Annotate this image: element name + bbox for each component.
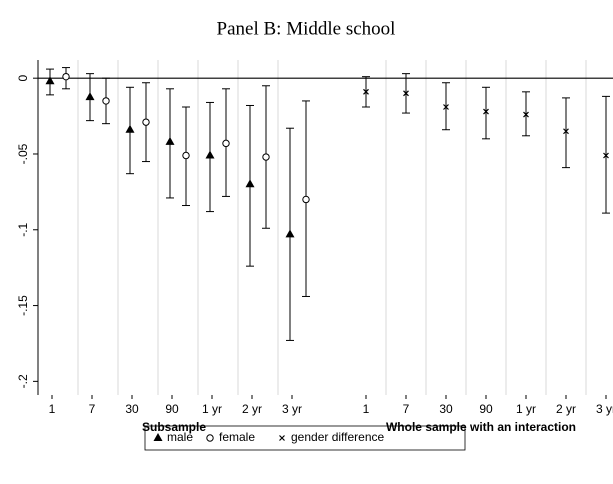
legend-label: male <box>167 430 193 444</box>
y-tick-label: -.1 <box>16 222 30 236</box>
legend-label: female <box>219 430 255 444</box>
point <box>523 111 529 118</box>
x-tick-label: 1 yr <box>516 402 536 416</box>
x-tick-label: 2 yr <box>242 402 262 416</box>
x-tick-label: 90 <box>165 402 179 416</box>
point <box>443 104 449 110</box>
point <box>142 118 150 126</box>
point <box>222 139 230 148</box>
x-tick-label: 3 yr <box>596 402 613 416</box>
point <box>363 88 369 95</box>
x-tick-label: 3 yr <box>282 402 302 416</box>
point <box>85 92 95 101</box>
chart-title: Panel B: Middle school <box>217 18 396 39</box>
x-tick-label: 30 <box>439 402 453 416</box>
y-tick-label: -.2 <box>16 374 30 388</box>
point <box>285 229 295 238</box>
point <box>182 151 190 160</box>
point <box>125 124 135 133</box>
x-tick-label: 7 <box>403 402 410 416</box>
legend-symbol <box>206 434 214 442</box>
point <box>563 128 569 135</box>
legend-box <box>144 425 466 451</box>
legend-symbol <box>279 435 285 441</box>
x-tick-label: 1 <box>49 402 56 416</box>
y-tick-label: -.15 <box>16 295 30 316</box>
point <box>262 153 270 161</box>
point <box>205 150 215 159</box>
point <box>603 152 609 159</box>
point <box>245 179 255 188</box>
x-tick-label: 2 yr <box>556 402 576 416</box>
y-tick-label: -.05 <box>16 143 30 164</box>
x-tick-label: 1 <box>363 402 370 416</box>
x-tick-label: 90 <box>479 402 493 416</box>
x-tick-label: 30 <box>125 402 139 416</box>
x-tick-label: 1 yr <box>202 402 222 416</box>
legend-symbol <box>153 433 163 441</box>
point <box>45 76 55 85</box>
point <box>102 97 110 105</box>
point <box>302 195 310 204</box>
point <box>483 108 489 115</box>
y-tick-label: 0 <box>16 75 30 82</box>
x-tick-label: 7 <box>89 402 96 416</box>
point <box>165 136 175 145</box>
x-axis-title: Whole sample with an interaction <box>386 420 576 434</box>
legend-label: gender difference <box>291 430 385 444</box>
point <box>403 90 409 97</box>
point <box>62 72 70 81</box>
x-axis-title: Subsample <box>142 420 206 434</box>
